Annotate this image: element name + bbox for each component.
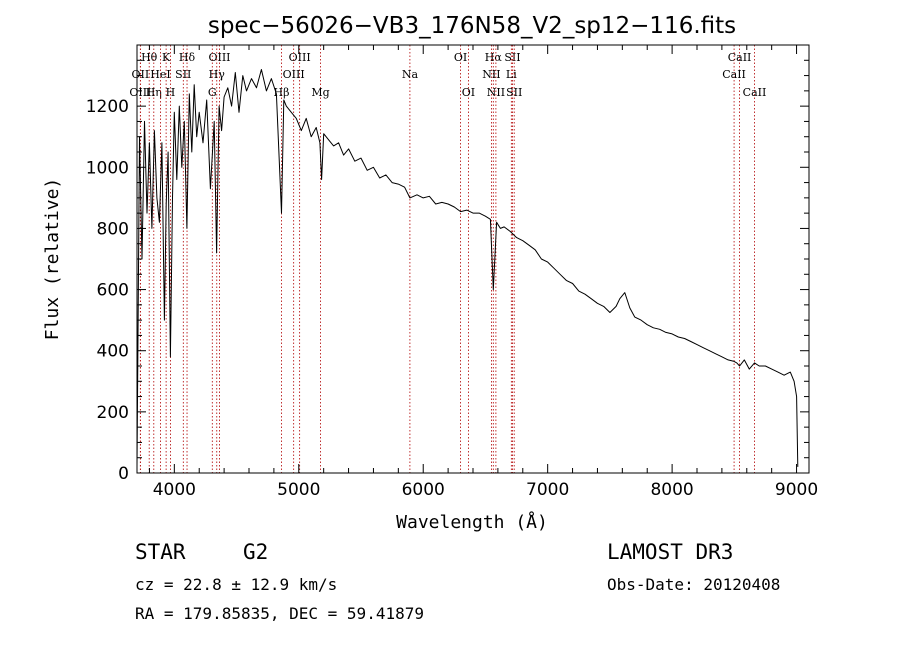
flux-line [136, 69, 799, 467]
survey-name: LAMOST DR3 [607, 540, 734, 564]
line-label: Hδ [179, 51, 196, 64]
line-label: OI [462, 86, 475, 99]
flux-series [136, 69, 799, 467]
line-label: CaII [743, 86, 767, 99]
x-axis-label: Wavelength (Å) [396, 511, 548, 533]
line-label: OI [454, 51, 467, 64]
line-label: SII [175, 68, 191, 81]
y-tick-label: 200 [97, 403, 129, 423]
y-tick-label: 600 [97, 281, 129, 301]
line-label: SII [504, 51, 520, 64]
sky-coordinates: RA = 179.85835, DEC = 59.41879 [135, 604, 424, 623]
line-label: Hβ [274, 86, 290, 99]
x-tick-label: 6000 [402, 480, 445, 500]
line-label: H [166, 86, 176, 99]
line-label: Hθ [141, 51, 158, 64]
line-label: K [162, 51, 171, 64]
x-tick-label: 9000 [775, 480, 818, 500]
line-label: OIII [208, 51, 230, 64]
redshift-velocity: cz = 22.8 ± 12.9 km/s [135, 575, 338, 594]
line-label: HeI [150, 68, 170, 81]
line-label: CaII [722, 68, 746, 81]
object-class: STAR [135, 540, 186, 564]
plot-frame [136, 44, 810, 474]
y-tick-label: 1000 [86, 158, 129, 178]
x-tick-label: 4000 [153, 480, 196, 500]
line-label: Hα [485, 51, 503, 64]
line-label: G [208, 86, 217, 99]
line-label: Na [402, 68, 419, 81]
chart-title: spec−56026−VB3_176N58_V2_sp12−116.fits [208, 13, 736, 39]
line-label: NII [487, 86, 505, 99]
x-tick-label: 8000 [650, 480, 693, 500]
line-label: Mg [311, 86, 329, 99]
axis-ticks: 4000 5000 6000 7000 8000 9000 0 200 400 600 800 100… [86, 45, 818, 500]
line-label: OIII [289, 51, 311, 64]
line-label: OIII [283, 68, 305, 81]
line-label: NII [482, 68, 500, 81]
x-tick-label: 5000 [277, 480, 320, 500]
y-tick-label: 800 [97, 219, 129, 239]
observation-date: Obs-Date: 20120408 [607, 575, 781, 594]
line-label: OIII [129, 86, 151, 99]
y-tick-label: 1200 [86, 97, 129, 117]
y-tick-label: 400 [97, 342, 129, 362]
y-tick-label: 0 [118, 464, 129, 484]
line-label: Hη [146, 86, 162, 99]
line-label: Li [506, 68, 517, 81]
line-label: CaII [728, 51, 752, 64]
line-label: Hγ [209, 68, 226, 81]
spectral-subclass: G2 [243, 540, 269, 564]
line-label: SII [506, 86, 522, 99]
y-axis-label: Flux (relative) [42, 178, 63, 341]
x-tick-label: 7000 [526, 480, 569, 500]
